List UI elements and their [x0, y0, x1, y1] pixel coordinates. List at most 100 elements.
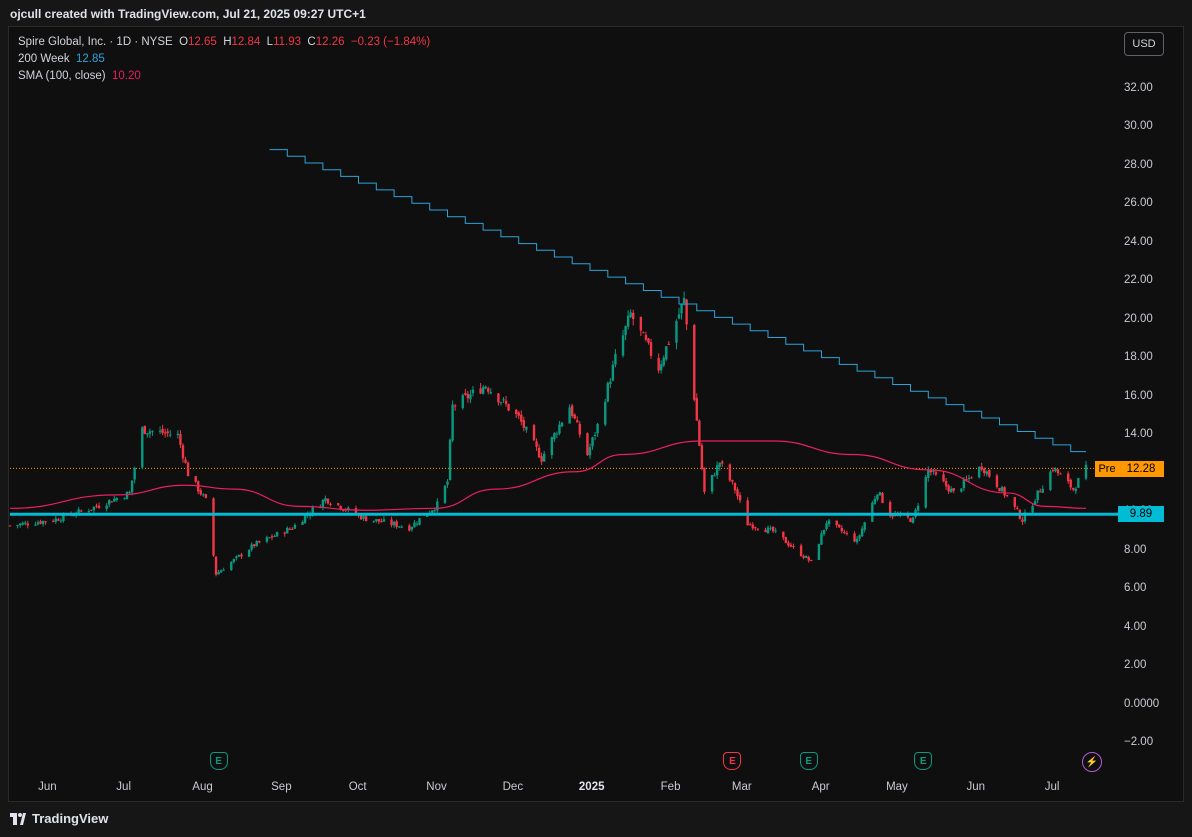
candle-body: [240, 554, 243, 557]
candle-body: [764, 529, 767, 533]
candle-body: [163, 432, 167, 434]
candle-body: [738, 495, 742, 501]
change-value: −0.23 (−1.84%): [350, 36, 431, 48]
candle-body: [695, 398, 699, 421]
candle-body: [293, 524, 297, 529]
ohlc-legend: Spire Global, Inc. · 1D · NYSE O12.65 H1…: [18, 36, 430, 48]
price-tick-label: 30.00: [1124, 120, 1153, 133]
candle-body: [802, 555, 805, 558]
candle-body: [878, 492, 882, 496]
candle-body: [980, 466, 983, 470]
tradingview-logo[interactable]: TradingView: [10, 811, 108, 826]
candle-body: [965, 479, 968, 481]
candle-body: [891, 515, 894, 517]
candle-body: [329, 504, 332, 506]
low-label: L: [266, 36, 274, 48]
candle-body: [522, 420, 526, 428]
candle-body: [443, 485, 447, 503]
candle-body: [586, 433, 589, 456]
price-tick-label: 24.00: [1124, 235, 1153, 248]
earnings-event-icon[interactable]: E: [914, 752, 933, 770]
candle-body: [570, 405, 574, 417]
candle-body: [364, 516, 368, 522]
candle-body: [985, 471, 988, 475]
candle-body: [461, 395, 464, 409]
indicator-legend-sma100[interactable]: SMA (100, close) 10.20: [18, 70, 141, 82]
candle-body: [715, 465, 719, 476]
candle-body: [789, 544, 793, 547]
premarket-price-label: 12.28: [1118, 461, 1164, 477]
candle-body: [321, 500, 325, 507]
open-value: 12.65: [188, 36, 217, 48]
candle-body: [927, 469, 930, 478]
time-tick-label: Aug: [192, 781, 213, 793]
candle-body: [146, 433, 149, 435]
wma200-value: 12.85: [75, 53, 105, 65]
candle-body: [810, 559, 813, 561]
candle-body: [525, 426, 528, 430]
candle-body: [860, 528, 864, 537]
candle-body: [1072, 487, 1075, 490]
candle-body: [881, 493, 884, 503]
candle-body: [390, 519, 393, 526]
candle-body: [787, 542, 790, 546]
candle-body: [433, 509, 437, 511]
candle-body: [713, 475, 716, 477]
candle-body: [169, 434, 172, 436]
candle-body: [535, 441, 538, 447]
candle-body: [677, 314, 681, 319]
candle-body: [825, 523, 828, 530]
top-bar: ojcull created with TradingView.com, Jul…: [0, 0, 1192, 26]
candle-body: [275, 532, 279, 537]
candle-body: [840, 527, 844, 532]
candle-body: [639, 316, 643, 331]
candle-body: [1051, 470, 1055, 472]
candle-body: [754, 527, 757, 529]
candle-body: [1005, 495, 1009, 497]
candle-body: [115, 498, 119, 501]
candle-body: [916, 505, 920, 511]
candle-body: [502, 399, 505, 401]
indicator-legend-wma200[interactable]: 200 Week 12.85: [18, 53, 105, 65]
candle-body: [611, 364, 615, 381]
chart-panel[interactable]: [8, 26, 1184, 802]
candle-body: [194, 476, 197, 482]
candle-body: [158, 430, 162, 432]
earnings-event-icon[interactable]: E: [799, 752, 818, 770]
candle-body: [698, 420, 701, 446]
candle-body: [929, 470, 933, 473]
price-tick-label: 20.00: [1124, 312, 1153, 325]
candle-body: [359, 514, 363, 520]
candle-body: [291, 528, 294, 530]
candle-body: [604, 401, 607, 425]
candle-body: [108, 500, 111, 505]
flash-event-icon[interactable]: ⚡: [1082, 752, 1103, 772]
high-value: 12.84: [231, 36, 261, 48]
candle-body: [967, 477, 971, 479]
candle-body: [1054, 468, 1057, 472]
candle-body: [301, 521, 304, 525]
candle-body: [553, 433, 556, 440]
candle-body: [489, 392, 492, 394]
candle-body: [1069, 479, 1072, 488]
candle-body: [858, 535, 861, 539]
candle-body: [237, 554, 241, 557]
earnings-event-icon[interactable]: E: [723, 752, 742, 770]
candle-body: [436, 501, 439, 511]
candle-body: [962, 479, 966, 489]
symbol-label[interactable]: Spire Global, Inc. · 1D · NYSE: [18, 36, 173, 48]
time-tick-label: Apr: [811, 781, 830, 793]
price-tick-label: 0.0000: [1124, 697, 1160, 710]
candle-body: [324, 498, 327, 502]
candle-body: [52, 520, 55, 522]
currency-button[interactable]: USD: [1124, 32, 1164, 56]
candle-body: [113, 498, 116, 502]
candle-body: [568, 407, 571, 424]
earnings-event-icon[interactable]: E: [209, 752, 228, 770]
candle-body: [87, 511, 91, 513]
candle-body: [39, 521, 42, 524]
candle-body: [718, 462, 721, 467]
price-tick-label: 6.00: [1124, 582, 1147, 595]
candle-body: [855, 538, 859, 543]
